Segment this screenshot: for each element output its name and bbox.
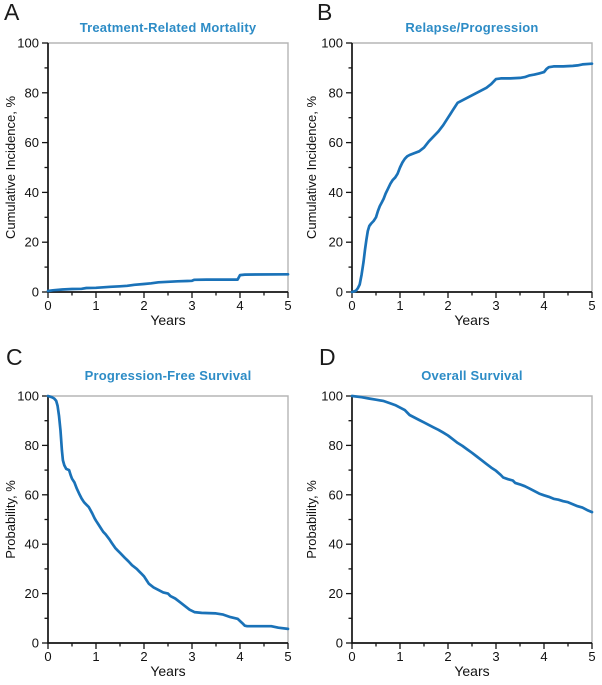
x-tick-label: 1 [396,298,403,313]
survival-curve [46,394,290,631]
panel-c: C Progression-Free Survival 0 20 40 60 80 100… [0,342,301,685]
y-axis-title: Cumulative Incidence, % [3,96,18,240]
x-axis-title: Years [454,312,489,328]
y-tick-label: 0 [32,285,39,300]
y-axis-title: Probability, % [3,480,18,559]
panel-a-plot: 0 20 40 60 80 100 0 1 2 3 4 5 Years Cumulative Incide… [3,36,292,329]
panel-d-title: Overall Survival [421,368,523,383]
y-tick-label: 40 [25,185,39,200]
axis-lines [47,43,288,293]
y-tick-label: 20 [329,235,343,250]
x-tick-label: 0 [348,649,355,664]
y-tick-label: 0 [336,636,343,651]
panel-d-plot: 0 20 40 60 80 100 0 1 2 3 4 5 Years Probability, % [304,389,596,680]
x-tick-label: 3 [188,649,195,664]
panel-d: D Overall Survival 0 20 40 60 80 100 0 1 2 3 4 5 Yea… [301,342,602,685]
plot-frame [352,395,593,643]
y-tick-label: 0 [32,636,39,651]
panel-a: A Treatment-Related Mortality 0 20 40 60 80 1… [0,0,301,342]
panel-b-plot: 0 20 40 60 80 100 0 1 2 3 4 5 Years Cumulative Incide… [304,36,596,329]
y-tick-label: 100 [321,389,343,404]
y-tick-label: 80 [329,438,343,453]
panel-c-title: Progression-Free Survival [84,368,252,383]
x-axis-title: Years [150,663,185,679]
y-tick-label: 60 [329,135,343,150]
x-tick-label: 2 [444,649,451,664]
plot-frame [352,42,593,292]
x-tick-label: 5 [588,649,595,664]
x-axis-title: Years [150,312,185,328]
x-tick-label: 5 [284,298,291,313]
axis-lines [351,396,592,644]
y-tick-label: 80 [25,438,39,453]
axis-lines [47,396,288,644]
x-tick-label: 3 [492,649,499,664]
y-tick-label: 20 [329,586,343,601]
y-tick-label: 40 [25,537,39,552]
y-tick-label: 60 [25,487,39,502]
y-tick-label: 40 [329,185,343,200]
y-tick-label: 0 [336,285,343,300]
panel-c-letter: C [6,344,23,370]
panel-d-letter: D [319,344,336,370]
x-tick-label: 4 [236,649,243,664]
x-tick-label: 4 [236,298,243,313]
survival-curve [350,394,594,514]
y-tick-label: 100 [17,389,39,404]
y-tick-label: 40 [329,537,343,552]
panel-a-title: Treatment-Related Mortality [79,20,257,35]
survival-curve [350,62,594,294]
y-tick-label: 80 [25,85,39,100]
axis-lines [351,43,592,293]
plot-frame [48,42,289,292]
x-tick-label: 2 [444,298,451,313]
x-tick-label: 0 [44,298,51,313]
panel-b-letter: B [317,0,333,25]
x-tick-label: 1 [92,649,99,664]
x-tick-label: 2 [140,298,147,313]
y-tick-label: 60 [25,135,39,150]
x-tick-label: 5 [284,649,291,664]
panel-a-letter: A [4,0,20,25]
x-axis-title: Years [454,663,489,679]
y-tick-label: 80 [329,85,343,100]
x-tick-label: 0 [348,298,355,313]
x-tick-label: 1 [396,649,403,664]
panel-c-plot: 0 20 40 60 80 100 0 1 2 3 4 5 Years Probability, % [3,389,292,680]
y-tick-label: 20 [25,586,39,601]
x-tick-label: 4 [540,298,547,313]
x-tick-label: 0 [44,649,51,664]
panel-b: B Relapse/Progression 0 20 40 60 80 100 0 1 2 3 4 5… [301,0,602,342]
panel-b-title: Relapse/Progression [405,20,539,35]
x-tick-label: 4 [540,649,547,664]
y-axis-title: Cumulative Incidence, % [304,96,319,240]
x-tick-label: 3 [492,298,499,313]
y-tick-label: 100 [17,36,39,51]
x-tick-label: 5 [588,298,595,313]
x-tick-label: 2 [140,649,147,664]
y-tick-label: 20 [25,235,39,250]
x-tick-label: 3 [188,298,195,313]
x-tick-label: 1 [92,298,99,313]
y-tick-label: 100 [321,36,343,51]
y-tick-label: 60 [329,487,343,502]
survival-curve [46,272,290,293]
y-axis-title: Probability, % [304,480,319,559]
plot-frame [48,395,289,643]
